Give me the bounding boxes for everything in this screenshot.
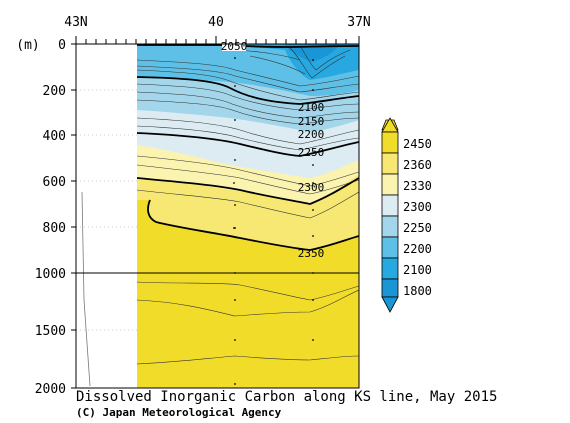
colorbar-label-1800: 1800: [403, 284, 432, 298]
contour-2250: [137, 132, 359, 157]
contour-line: [137, 189, 359, 219]
colorbar-label-2100: 2100: [403, 263, 432, 277]
colorbar-label-2360: 2360: [403, 158, 432, 172]
colorbar-label-2200: 2200: [403, 242, 432, 256]
y-tick-label-2000: 2000: [35, 382, 66, 397]
contour-label-2150: 2150: [298, 115, 325, 128]
y-tick-label-1000: 1000: [35, 267, 66, 282]
no-data-region: [76, 44, 137, 388]
contour-line: [137, 83, 359, 111]
track-line: [81, 191, 91, 387]
y-tick-label-400: 400: [43, 129, 66, 144]
colorbar-label-2300: 2300: [403, 200, 432, 214]
contour-line: [137, 164, 359, 195]
plot-frame: [75, 43, 360, 389]
colorbar-swatch-2360: [381, 152, 399, 175]
contour-line: [249, 55, 306, 75]
contour-line: [137, 69, 359, 101]
contour-labels: 2050 2100 2150 2200 2250 2300 2350: [221, 40, 325, 260]
y-ticks: [71, 43, 76, 389]
colorbar: 2450 2360 2330 2300 2250 2200 2100 1800: [381, 117, 432, 313]
contour-2100: [137, 76, 359, 105]
colorbar-label-2450: 2450: [403, 137, 432, 151]
contour-line: [137, 59, 359, 87]
colorbar-swatch-2300: [381, 194, 399, 217]
y-tick-label-200: 200: [43, 84, 66, 99]
contour-line: [137, 125, 359, 151]
colorbar-label-2330: 2330: [403, 179, 432, 193]
contour-line: [299, 45, 351, 71]
copyright-credit: (C) Japan Meteorological Agency: [76, 406, 282, 419]
colorbar-swatch-2250: [381, 215, 399, 238]
contour-line: [137, 65, 359, 93]
contour-label-2200: 2200: [298, 128, 325, 141]
contour-line: [137, 99, 359, 125]
colorbar-swatch-1800: [381, 278, 399, 298]
contour-line: [137, 281, 359, 301]
x-tick-label-43n: 43N: [64, 15, 87, 30]
chart-title: Dissolved Inorganic Carbon along KS line…: [76, 389, 498, 405]
top-ticks: [75, 36, 360, 44]
y-tick-label-800: 800: [43, 221, 66, 236]
contour-label-2300: 2300: [298, 181, 325, 194]
contour-line: [137, 117, 359, 145]
colorbar-swatch-2450b: [381, 131, 399, 154]
y-axis-unit: (m): [16, 38, 39, 53]
colorbar-swatch-2200: [381, 236, 399, 259]
contour-2300: [137, 177, 359, 205]
contour-line: [137, 155, 359, 187]
colorbar-swatch-2100: [381, 257, 399, 280]
contour-label-2350: 2350: [298, 247, 325, 260]
contour-label-2250: 2250: [298, 146, 325, 159]
y-tick-label-0: 0: [58, 38, 66, 53]
contour-label-2050: 2050: [221, 40, 248, 53]
thin-contours: [137, 45, 359, 365]
colorbar-label-2250: 2250: [403, 221, 432, 235]
colorbar-swatch-2330: [381, 173, 399, 196]
x-tick-label-40: 40: [208, 15, 224, 30]
x-tick-label-37n: 37N: [347, 15, 370, 30]
contour-line: [137, 289, 359, 317]
contour-label-2100: 2100: [298, 101, 325, 114]
y-tick-label-1500: 1500: [35, 324, 66, 339]
contour-line: [137, 91, 359, 119]
contour-line: [137, 355, 359, 365]
contour-2350: [147, 199, 359, 251]
y-tick-label-600: 600: [43, 175, 66, 190]
band-1800: [285, 44, 340, 62]
contour-line: [289, 47, 346, 79]
colorbar-bottom-cap: [381, 296, 399, 313]
